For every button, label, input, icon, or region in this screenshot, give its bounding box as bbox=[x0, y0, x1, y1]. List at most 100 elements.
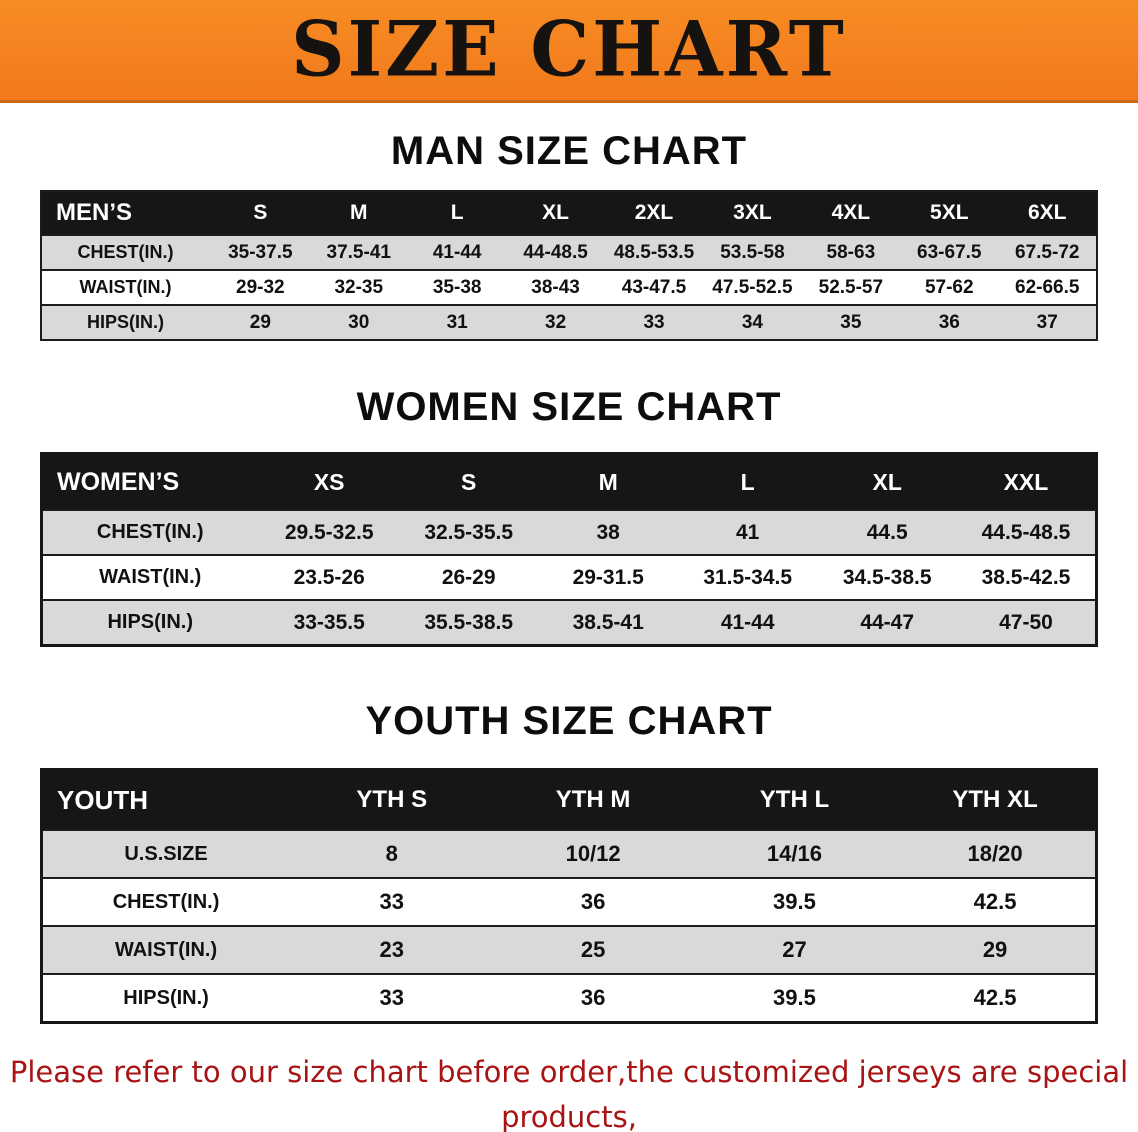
size-value-cell: 44.5 bbox=[817, 509, 957, 555]
size-value-cell: 57-62 bbox=[900, 269, 999, 305]
row-label: CHEST(IN.) bbox=[41, 234, 212, 270]
size-column-header: 5XL bbox=[900, 191, 999, 235]
measurement-row: CHEST(IN.) 33 36 39.5 42.5 bbox=[41, 877, 1097, 926]
size-column-header: 2XL bbox=[604, 191, 704, 235]
measurement-row: WAIST(IN.) 23 25 27 29 bbox=[41, 925, 1097, 974]
measurement-row: HIPS(IN.) 29 30 31 32 33 34 35 36 37 bbox=[41, 304, 1097, 340]
size-value-cell: 43-47.5 bbox=[604, 269, 704, 305]
size-value-cell: 23.5-26 bbox=[259, 554, 399, 600]
size-value-cell: 29.5-32.5 bbox=[259, 509, 399, 555]
table-corner-label: WOMEN’S bbox=[41, 453, 260, 510]
size-value-cell: 67.5-72 bbox=[998, 234, 1097, 270]
size-value-cell: 53.5-58 bbox=[703, 234, 802, 270]
size-column-header: YTH S bbox=[291, 769, 493, 830]
size-value-cell: 35.5-38.5 bbox=[398, 599, 539, 646]
size-value-cell: 38.5-41 bbox=[538, 599, 678, 646]
size-column-header: YTH M bbox=[492, 769, 694, 830]
size-value-cell: 30 bbox=[309, 304, 408, 340]
size-value-cell: 62-66.5 bbox=[998, 269, 1097, 305]
size-value-cell: 32.5-35.5 bbox=[398, 509, 539, 555]
size-value-cell: 26-29 bbox=[398, 554, 539, 600]
size-value-cell: 36 bbox=[492, 877, 694, 926]
size-column-header: XL bbox=[506, 191, 605, 235]
size-value-cell: 36 bbox=[492, 973, 694, 1023]
size-header-row: YOUTH YTH S YTH M YTH L YTH XL bbox=[41, 769, 1097, 830]
row-label: HIPS(IN.) bbox=[41, 304, 212, 340]
disclaimer: Please refer to our size chart before or… bbox=[0, 1050, 1138, 1132]
page-title: SIZE CHART bbox=[291, 6, 847, 94]
size-value-cell: 41-44 bbox=[407, 234, 507, 270]
youth-size-table: YOUTH YTH S YTH M YTH L YTH XL U.S.SIZE 8 10/12… bbox=[40, 768, 1098, 1024]
size-column-header: L bbox=[407, 191, 507, 235]
size-value-cell: 37 bbox=[998, 304, 1097, 340]
size-column-header: XS bbox=[259, 453, 399, 510]
size-header-row: WOMEN’S XS S M L XL XXL bbox=[41, 453, 1097, 510]
size-value-cell: 52.5-57 bbox=[801, 269, 901, 305]
measurement-row: CHEST(IN.) 29.5-32.5 32.5-35.5 38 41 44.5 44.5… bbox=[41, 509, 1097, 555]
size-value-cell: 36 bbox=[900, 304, 999, 340]
size-value-cell: 33-35.5 bbox=[259, 599, 399, 646]
size-value-cell: 38.5-42.5 bbox=[956, 554, 1097, 600]
size-value-cell: 8 bbox=[291, 829, 493, 878]
banner: SIZE CHART bbox=[0, 0, 1138, 103]
row-label: U.S.SIZE bbox=[41, 829, 292, 878]
size-value-cell: 44-48.5 bbox=[506, 234, 605, 270]
size-column-header: S bbox=[211, 191, 310, 235]
measurement-row: WAIST(IN.) 23.5-26 26-29 29-31.5 31.5-34.5 34… bbox=[41, 554, 1097, 600]
size-value-cell: 35-37.5 bbox=[211, 234, 310, 270]
size-value-cell: 29 bbox=[211, 304, 310, 340]
size-value-cell: 41-44 bbox=[677, 599, 818, 646]
size-value-cell: 42.5 bbox=[895, 877, 1097, 926]
size-value-cell: 41 bbox=[677, 509, 818, 555]
size-value-cell: 34 bbox=[703, 304, 802, 340]
size-value-cell: 38 bbox=[538, 509, 678, 555]
women-size-table: WOMEN’S XS S M L XL XXL CHEST(IN.) 29.5-32.5 32.5… bbox=[40, 452, 1098, 647]
row-label: HIPS(IN.) bbox=[41, 599, 260, 646]
size-value-cell: 39.5 bbox=[693, 877, 896, 926]
size-column-header: 4XL bbox=[801, 191, 901, 235]
size-value-cell: 35 bbox=[801, 304, 901, 340]
size-value-cell: 18/20 bbox=[895, 829, 1097, 878]
size-value-cell: 31 bbox=[407, 304, 507, 340]
size-value-cell: 32 bbox=[506, 304, 605, 340]
measurement-row: WAIST(IN.) 29-32 32-35 35-38 38-43 43-47.5 47.… bbox=[41, 269, 1097, 305]
size-column-header: YTH L bbox=[693, 769, 896, 830]
youth-size-section: YOUTH SIZE CHART YOUTH YTH S YTH M YTH L YTH… bbox=[0, 647, 1138, 1024]
size-value-cell: 29-31.5 bbox=[538, 554, 678, 600]
measurement-row: HIPS(IN.) 33-35.5 35.5-38.5 38.5-41 41-44 44-… bbox=[41, 599, 1097, 646]
men-section-heading: MAN SIZE CHART bbox=[390, 129, 748, 173]
size-value-cell: 33 bbox=[291, 877, 493, 926]
row-label: CHEST(IN.) bbox=[41, 877, 292, 926]
size-value-cell: 48.5-53.5 bbox=[604, 234, 704, 270]
women-size-section: WOMEN SIZE CHART WOMEN’S XS S M L XL XXL CHEST(… bbox=[0, 341, 1138, 647]
size-column-header: 3XL bbox=[703, 191, 802, 235]
size-column-header: XXL bbox=[956, 453, 1097, 510]
size-column-header: XL bbox=[817, 453, 957, 510]
men-size-section: MAN SIZE CHART MEN’S S M L XL 2XL 3XL 4XL 5XL 6XL… bbox=[0, 103, 1138, 341]
size-header-row: MEN’S S M L XL 2XL 3XL 4XL 5XL 6XL bbox=[41, 191, 1097, 235]
size-value-cell: 42.5 bbox=[895, 973, 1097, 1023]
size-value-cell: 34.5-38.5 bbox=[817, 554, 957, 600]
size-value-cell: 38-43 bbox=[506, 269, 605, 305]
size-value-cell: 35-38 bbox=[407, 269, 507, 305]
size-value-cell: 32-35 bbox=[309, 269, 408, 305]
size-column-header: 6XL bbox=[998, 191, 1097, 235]
size-column-header: S bbox=[398, 453, 539, 510]
size-value-cell: 44-47 bbox=[817, 599, 957, 646]
size-value-cell: 44.5-48.5 bbox=[956, 509, 1097, 555]
size-value-cell: 10/12 bbox=[492, 829, 694, 878]
size-value-cell: 33 bbox=[604, 304, 704, 340]
disclaimer-line-1: Please refer to our size chart before or… bbox=[9, 1055, 1129, 1132]
row-label: WAIST(IN.) bbox=[41, 269, 212, 305]
size-value-cell: 25 bbox=[492, 925, 694, 974]
men-size-table: MEN’S S M L XL 2XL 3XL 4XL 5XL 6XL CHEST(IN.) 35-37… bbox=[40, 190, 1098, 341]
size-value-cell: 47.5-52.5 bbox=[703, 269, 802, 305]
size-value-cell: 29-32 bbox=[211, 269, 310, 305]
row-label: WAIST(IN.) bbox=[41, 554, 260, 600]
size-value-cell: 47-50 bbox=[956, 599, 1097, 646]
size-value-cell: 31.5-34.5 bbox=[677, 554, 818, 600]
size-column-header: L bbox=[677, 453, 818, 510]
size-column-header: M bbox=[309, 191, 408, 235]
table-corner-label: YOUTH bbox=[41, 769, 292, 830]
